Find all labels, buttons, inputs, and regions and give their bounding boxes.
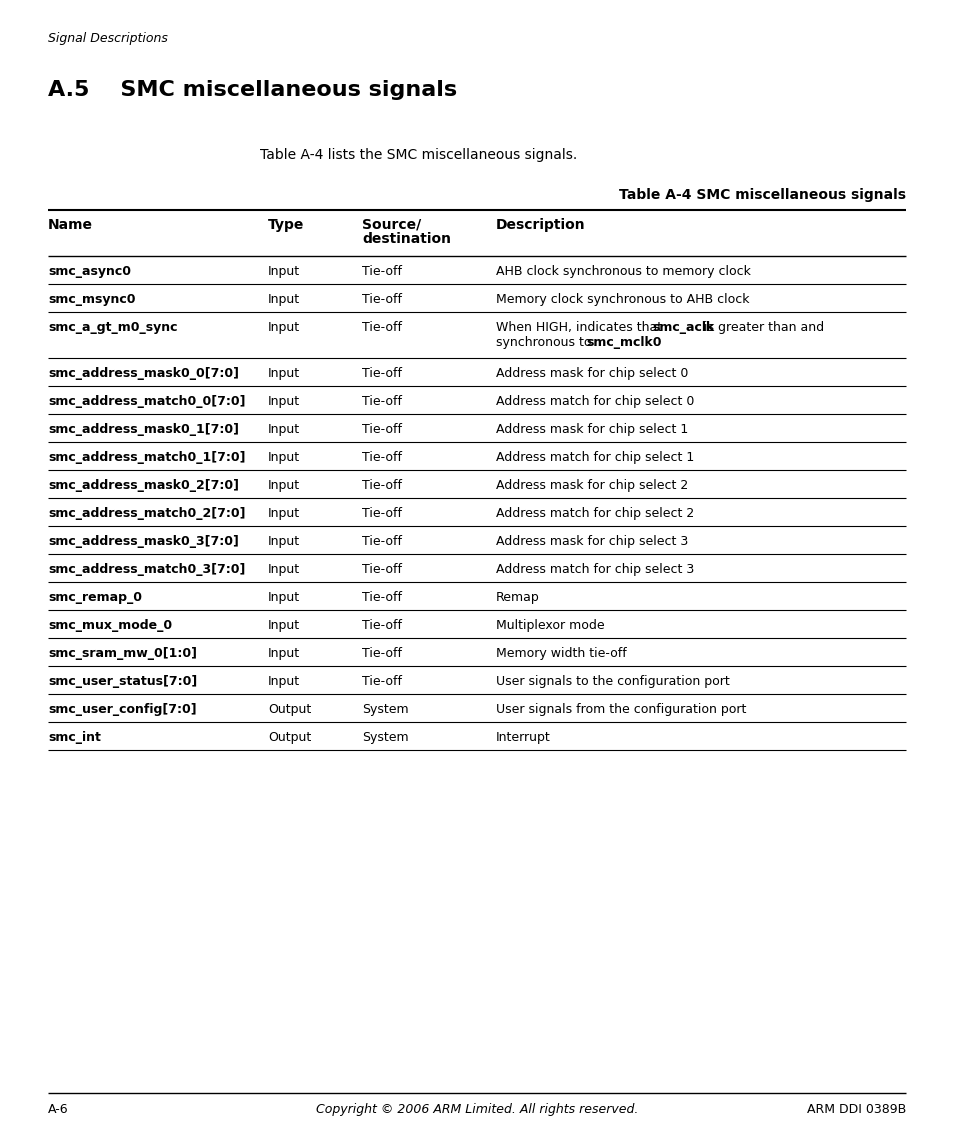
- Text: Address match for chip select 0: Address match for chip select 0: [496, 395, 694, 408]
- Text: smc_async0: smc_async0: [48, 264, 131, 278]
- Text: Remap: Remap: [496, 591, 539, 605]
- Text: Output: Output: [268, 703, 311, 716]
- Text: smc_address_mask0_0[7:0]: smc_address_mask0_0[7:0]: [48, 368, 239, 380]
- Text: Output: Output: [268, 731, 311, 744]
- Text: ARM DDI 0389B: ARM DDI 0389B: [806, 1103, 905, 1116]
- Text: Input: Input: [268, 563, 300, 576]
- Text: A.5    SMC miscellaneous signals: A.5 SMC miscellaneous signals: [48, 80, 456, 100]
- Text: Tie-off: Tie-off: [361, 264, 401, 278]
- Text: smc_address_mask0_1[7:0]: smc_address_mask0_1[7:0]: [48, 423, 239, 436]
- Text: Table A-4 lists the SMC miscellaneous signals.: Table A-4 lists the SMC miscellaneous si…: [260, 148, 577, 161]
- Text: Tie-off: Tie-off: [361, 451, 401, 464]
- Text: Address match for chip select 2: Address match for chip select 2: [496, 507, 694, 520]
- Text: smc_a_gt_m0_sync: smc_a_gt_m0_sync: [48, 321, 177, 334]
- Text: smc_address_match0_0[7:0]: smc_address_match0_0[7:0]: [48, 395, 245, 408]
- Text: Tie-off: Tie-off: [361, 368, 401, 380]
- Text: synchronous to: synchronous to: [496, 335, 595, 349]
- Text: smc_aclk: smc_aclk: [651, 321, 714, 334]
- Text: Tie-off: Tie-off: [361, 423, 401, 436]
- Text: smc_mux_mode_0: smc_mux_mode_0: [48, 619, 172, 632]
- Text: User signals from the configuration port: User signals from the configuration port: [496, 703, 745, 716]
- Text: Table A-4 SMC miscellaneous signals: Table A-4 SMC miscellaneous signals: [618, 188, 905, 202]
- Text: A-6: A-6: [48, 1103, 69, 1116]
- Text: Input: Input: [268, 293, 300, 306]
- Text: Address mask for chip select 1: Address mask for chip select 1: [496, 423, 687, 436]
- Text: When HIGH, indicates that: When HIGH, indicates that: [496, 321, 665, 334]
- Text: Input: Input: [268, 619, 300, 632]
- Text: Input: Input: [268, 451, 300, 464]
- Text: Tie-off: Tie-off: [361, 395, 401, 408]
- Text: Interrupt: Interrupt: [496, 731, 550, 744]
- Text: smc_user_status[7:0]: smc_user_status[7:0]: [48, 676, 197, 688]
- Text: Input: Input: [268, 676, 300, 688]
- Text: AHB clock synchronous to memory clock: AHB clock synchronous to memory clock: [496, 264, 750, 278]
- Text: Tie-off: Tie-off: [361, 479, 401, 492]
- Text: Address mask for chip select 2: Address mask for chip select 2: [496, 479, 687, 492]
- Text: smc_msync0: smc_msync0: [48, 293, 135, 306]
- Text: Signal Descriptions: Signal Descriptions: [48, 32, 168, 45]
- Text: smc_address_mask0_3[7:0]: smc_address_mask0_3[7:0]: [48, 535, 238, 548]
- Text: Memory clock synchronous to AHB clock: Memory clock synchronous to AHB clock: [496, 293, 749, 306]
- Text: Memory width tie-off: Memory width tie-off: [496, 647, 626, 660]
- Text: Address match for chip select 1: Address match for chip select 1: [496, 451, 694, 464]
- Text: Description: Description: [496, 218, 585, 232]
- Text: Input: Input: [268, 368, 300, 380]
- Text: Address mask for chip select 3: Address mask for chip select 3: [496, 535, 687, 548]
- Text: Address match for chip select 3: Address match for chip select 3: [496, 563, 694, 576]
- Text: smc_address_mask0_2[7:0]: smc_address_mask0_2[7:0]: [48, 479, 239, 492]
- Text: Tie-off: Tie-off: [361, 676, 401, 688]
- Text: System: System: [361, 731, 408, 744]
- Text: Input: Input: [268, 479, 300, 492]
- Text: Input: Input: [268, 395, 300, 408]
- Text: Multiplexor mode: Multiplexor mode: [496, 619, 604, 632]
- Text: Source/: Source/: [361, 218, 421, 232]
- Text: smc_user_config[7:0]: smc_user_config[7:0]: [48, 703, 196, 716]
- Text: Input: Input: [268, 591, 300, 605]
- Text: Input: Input: [268, 264, 300, 278]
- Text: is greater than and: is greater than and: [700, 321, 823, 334]
- Text: Tie-off: Tie-off: [361, 647, 401, 660]
- Text: Name: Name: [48, 218, 92, 232]
- Text: smc_remap_0: smc_remap_0: [48, 591, 142, 605]
- Text: smc_sram_mw_0[1:0]: smc_sram_mw_0[1:0]: [48, 647, 196, 660]
- Text: smc_int: smc_int: [48, 731, 101, 744]
- Text: smc_mclk0: smc_mclk0: [585, 335, 660, 349]
- Text: Input: Input: [268, 647, 300, 660]
- Text: Copyright © 2006 ARM Limited. All rights reserved.: Copyright © 2006 ARM Limited. All rights…: [315, 1103, 638, 1116]
- Text: Tie-off: Tie-off: [361, 535, 401, 548]
- Text: Tie-off: Tie-off: [361, 293, 401, 306]
- Text: Input: Input: [268, 507, 300, 520]
- Text: Tie-off: Tie-off: [361, 507, 401, 520]
- Text: smc_address_match0_3[7:0]: smc_address_match0_3[7:0]: [48, 563, 245, 576]
- Text: Input: Input: [268, 535, 300, 548]
- Text: Input: Input: [268, 423, 300, 436]
- Text: Tie-off: Tie-off: [361, 321, 401, 334]
- Text: Input: Input: [268, 321, 300, 334]
- Text: User signals to the configuration port: User signals to the configuration port: [496, 676, 729, 688]
- Text: System: System: [361, 703, 408, 716]
- Text: destination: destination: [361, 232, 451, 246]
- Text: Tie-off: Tie-off: [361, 591, 401, 605]
- Text: smc_address_match0_1[7:0]: smc_address_match0_1[7:0]: [48, 451, 245, 464]
- Text: Tie-off: Tie-off: [361, 563, 401, 576]
- Text: Address mask for chip select 0: Address mask for chip select 0: [496, 368, 688, 380]
- Text: Type: Type: [268, 218, 304, 232]
- Text: Tie-off: Tie-off: [361, 619, 401, 632]
- Text: smc_address_match0_2[7:0]: smc_address_match0_2[7:0]: [48, 507, 245, 520]
